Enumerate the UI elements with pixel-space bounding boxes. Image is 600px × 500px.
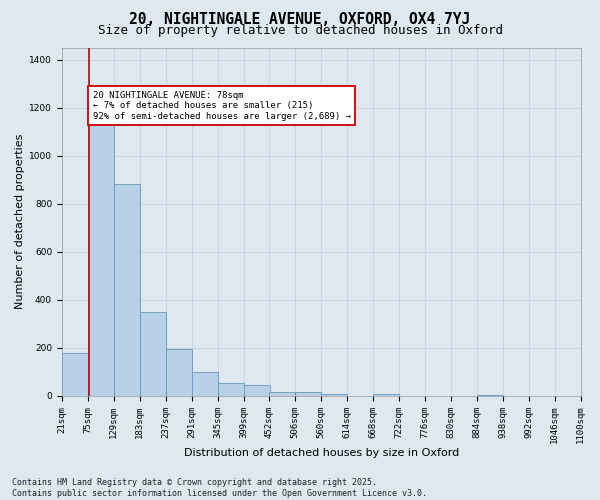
Bar xyxy=(218,383,244,396)
Bar xyxy=(295,392,321,396)
Bar xyxy=(166,349,191,396)
Bar xyxy=(244,385,269,396)
Bar xyxy=(373,394,399,396)
Bar xyxy=(62,352,88,396)
Text: Contains HM Land Registry data © Crown copyright and database right 2025.
Contai: Contains HM Land Registry data © Crown c… xyxy=(12,478,427,498)
Bar xyxy=(114,184,140,396)
Text: 20 NIGHTINGALE AVENUE: 78sqm
← 7% of detached houses are smaller (215)
92% of se: 20 NIGHTINGALE AVENUE: 78sqm ← 7% of det… xyxy=(92,91,350,120)
Bar xyxy=(269,392,295,396)
Text: 20, NIGHTINGALE AVENUE, OXFORD, OX4 7YJ: 20, NIGHTINGALE AVENUE, OXFORD, OX4 7YJ xyxy=(130,12,470,26)
Y-axis label: Number of detached properties: Number of detached properties xyxy=(15,134,25,310)
Text: Size of property relative to detached houses in Oxford: Size of property relative to detached ho… xyxy=(97,24,503,37)
Bar xyxy=(321,394,347,396)
Bar xyxy=(88,124,114,396)
Bar xyxy=(191,372,218,396)
Bar xyxy=(140,312,166,396)
X-axis label: Distribution of detached houses by size in Oxford: Distribution of detached houses by size … xyxy=(184,448,459,458)
Bar xyxy=(476,395,503,396)
